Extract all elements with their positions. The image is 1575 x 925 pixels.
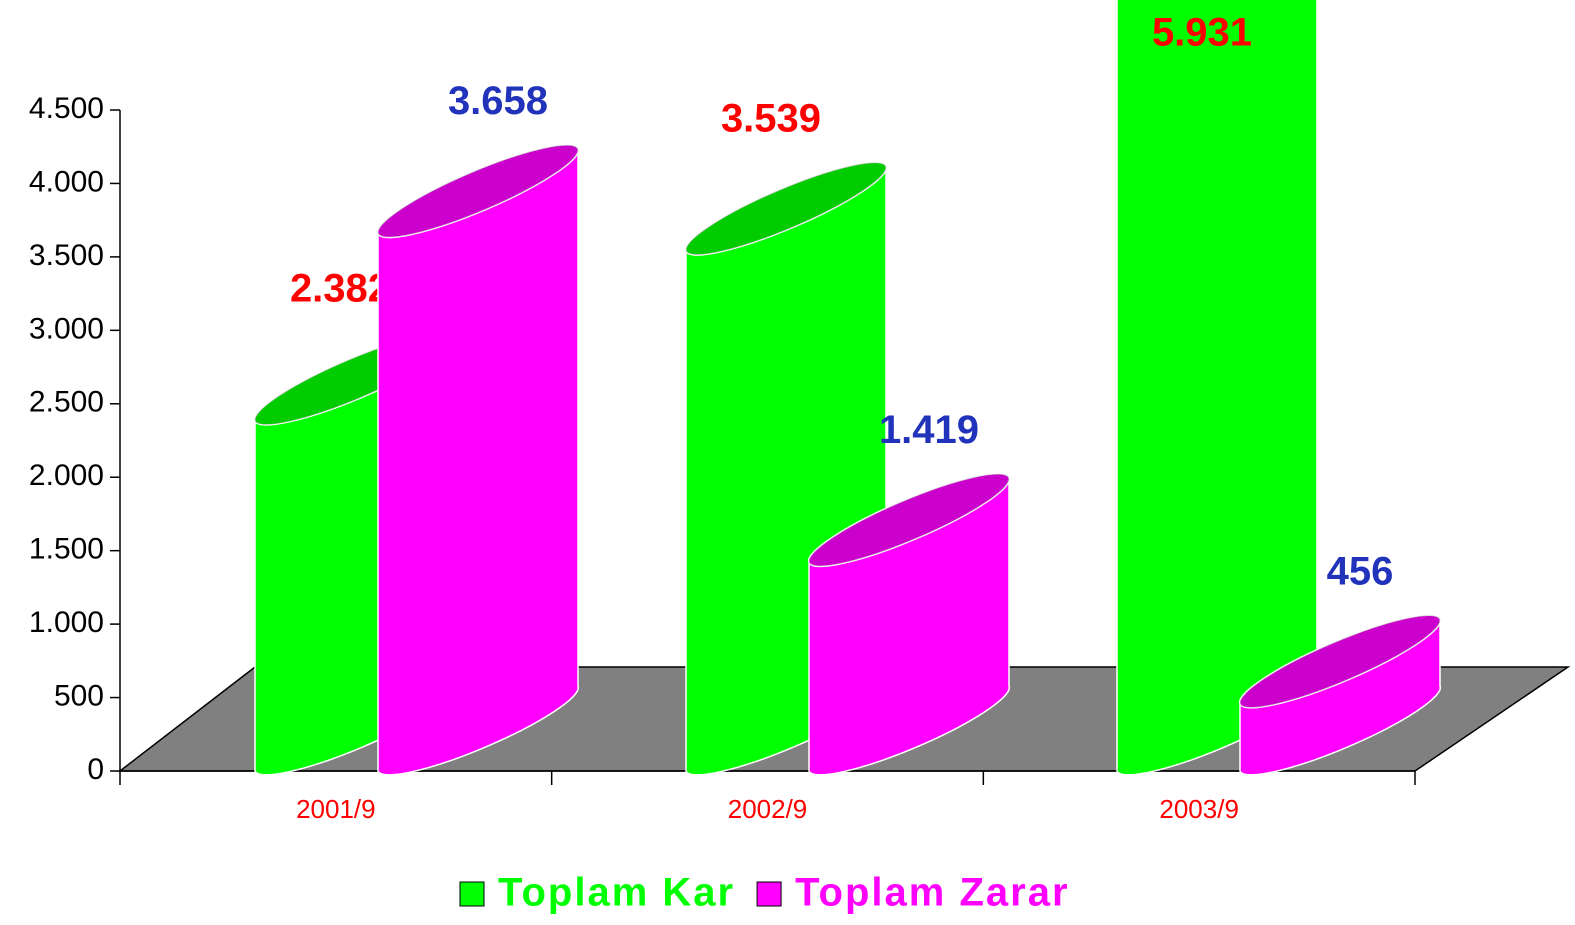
x-tick-label: 2002/9 xyxy=(728,794,808,824)
bar-top xyxy=(376,144,580,239)
value-label: 2.382 xyxy=(290,267,390,311)
value-label: 3.539 xyxy=(721,97,821,141)
bar xyxy=(376,144,580,776)
bar-top xyxy=(684,161,888,256)
value-label: 456 xyxy=(1327,550,1394,594)
y-tick-label: 500 xyxy=(54,679,104,712)
value-label: 3.658 xyxy=(448,79,548,123)
y-tick-label: 4.500 xyxy=(29,92,104,125)
value-label: 1.419 xyxy=(879,408,979,452)
legend-label: Toplam Kar xyxy=(498,871,735,915)
y-tick-label: 1.000 xyxy=(29,606,104,639)
y-tick-label: 2.000 xyxy=(29,459,104,492)
bar-top-shade xyxy=(685,162,887,255)
x-tick-label: 2001/9 xyxy=(296,794,376,824)
bar-top-shade xyxy=(377,144,579,238)
y-tick-label: 0 xyxy=(87,753,104,786)
bar-top xyxy=(1238,614,1442,709)
value-label: 5.931 xyxy=(1152,11,1252,55)
bar-top-shade xyxy=(808,473,1010,567)
bar-top xyxy=(807,473,1011,568)
legend-swatch xyxy=(756,881,782,907)
y-tick-label: 3.500 xyxy=(29,239,104,272)
y-tick-label: 1.500 xyxy=(29,533,104,566)
legend-label: Toplam Zarar xyxy=(795,871,1069,915)
bar xyxy=(1116,0,1319,776)
y-tick-label: 4.000 xyxy=(29,165,104,198)
legend-swatch xyxy=(459,881,485,907)
bar-top-shade xyxy=(1239,615,1441,708)
x-tick-label: 2003/9 xyxy=(1159,794,1239,824)
y-tick-label: 3.000 xyxy=(29,312,104,345)
y-tick-label: 2.500 xyxy=(29,386,104,419)
